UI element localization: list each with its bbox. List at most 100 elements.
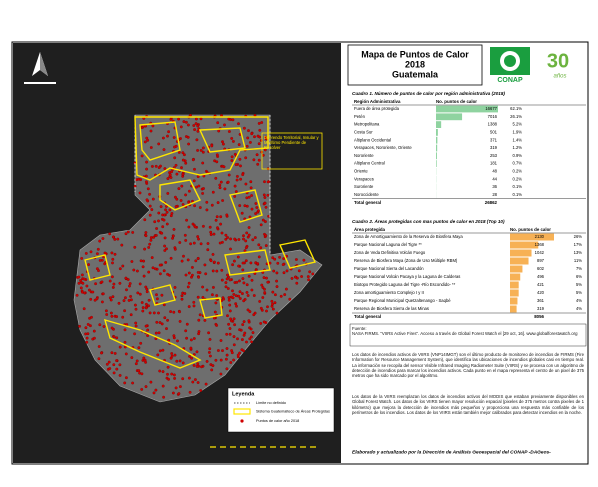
hot-spot — [195, 365, 199, 368]
hot-spot — [166, 318, 170, 322]
hot-spot — [250, 194, 254, 197]
hot-spot — [272, 269, 276, 273]
data-bar — [436, 105, 498, 113]
hot-spot — [226, 287, 230, 290]
row-count: 897 — [537, 258, 545, 263]
hot-spot — [196, 175, 200, 179]
hot-spot — [215, 269, 219, 273]
data-bar — [510, 305, 517, 313]
hot-spot — [133, 303, 137, 307]
hot-spot — [115, 336, 119, 340]
hot-spot — [215, 215, 219, 219]
hot-spot — [163, 244, 167, 248]
hot-spot — [233, 184, 237, 188]
hot-spot — [238, 279, 241, 283]
hot-spot — [79, 286, 83, 290]
footer: Elaborado y actualizado por la Dirección… — [352, 449, 551, 455]
row-percent: 26.1% — [510, 114, 522, 119]
hot-spot — [245, 144, 249, 148]
hot-spot — [112, 371, 116, 375]
hot-spot — [172, 136, 176, 139]
hot-spot — [105, 313, 109, 316]
hot-spot — [240, 292, 244, 296]
hot-spot — [237, 122, 240, 126]
hot-spot — [182, 120, 186, 123]
hot-spot — [211, 269, 215, 273]
hot-spot — [193, 128, 197, 132]
row-count: 181 — [490, 161, 498, 166]
hot-spot — [161, 136, 165, 140]
protected-area — [198, 127, 246, 153]
hot-spot — [234, 190, 238, 194]
hot-spot — [201, 296, 205, 299]
hot-spot — [148, 213, 152, 217]
hot-spot — [192, 364, 196, 367]
hot-spot — [146, 334, 150, 338]
protected-area — [224, 249, 271, 276]
hot-spot — [185, 322, 189, 326]
hot-spot — [148, 192, 152, 196]
hot-spot — [174, 163, 178, 167]
hot-spot — [161, 348, 165, 352]
data-bar — [510, 273, 521, 281]
hot-spot — [246, 308, 250, 312]
hot-spot — [197, 330, 201, 333]
north-arrow-shade — [40, 52, 48, 76]
protected-area — [159, 179, 201, 211]
hot-spot — [91, 290, 95, 294]
hot-spot — [308, 270, 312, 274]
hot-spot — [227, 130, 231, 133]
hot-spot — [89, 250, 93, 254]
hot-spot — [207, 351, 211, 354]
hot-spot — [245, 283, 249, 287]
hot-spot — [276, 261, 280, 265]
hot-spot — [250, 340, 254, 344]
hot-spot — [215, 324, 219, 327]
hot-spot — [238, 297, 242, 300]
hot-spot — [208, 338, 212, 341]
hot-spot — [175, 197, 179, 201]
hot-spot — [221, 140, 224, 144]
hot-spot — [161, 384, 165, 388]
hot-spot — [163, 236, 167, 240]
hot-spot — [201, 146, 205, 150]
hot-spot — [191, 380, 195, 384]
hot-spot — [226, 314, 229, 318]
hot-spot — [275, 285, 279, 289]
hot-spot — [111, 286, 115, 289]
hot-spot — [174, 386, 178, 390]
hot-spot — [190, 266, 194, 269]
hot-spot — [231, 118, 235, 122]
row-name: Metropolitana — [354, 122, 380, 127]
hot-spot — [130, 260, 134, 263]
hot-spot — [129, 295, 133, 298]
protected-area — [199, 297, 223, 319]
data-bar — [510, 297, 518, 305]
hot-spot — [100, 280, 104, 284]
hot-spot — [199, 389, 203, 392]
hot-spot — [144, 360, 148, 364]
legend-label: Límite no definido — [256, 401, 286, 405]
hot-spot — [123, 328, 127, 332]
hot-spot — [139, 259, 143, 263]
hot-spot — [246, 294, 250, 297]
row-percent: 5.2% — [512, 122, 522, 127]
hot-spot — [144, 385, 148, 389]
hot-spot — [166, 177, 170, 181]
hot-spot — [179, 125, 183, 129]
hot-spot — [79, 279, 82, 282]
hot-spot — [220, 278, 224, 282]
hot-spot — [264, 244, 268, 248]
hot-spot — [162, 218, 166, 222]
hot-spot — [181, 203, 185, 206]
hot-spot — [219, 339, 223, 342]
hot-spot — [144, 234, 148, 238]
hot-spot — [216, 349, 220, 352]
hot-spot — [157, 219, 160, 223]
column-header: No. puntos de calor — [436, 99, 477, 104]
hot-spot — [196, 257, 200, 260]
hot-spot — [257, 209, 260, 213]
hot-spot — [84, 326, 88, 330]
hot-spot — [141, 265, 145, 269]
hot-spot — [201, 285, 205, 289]
